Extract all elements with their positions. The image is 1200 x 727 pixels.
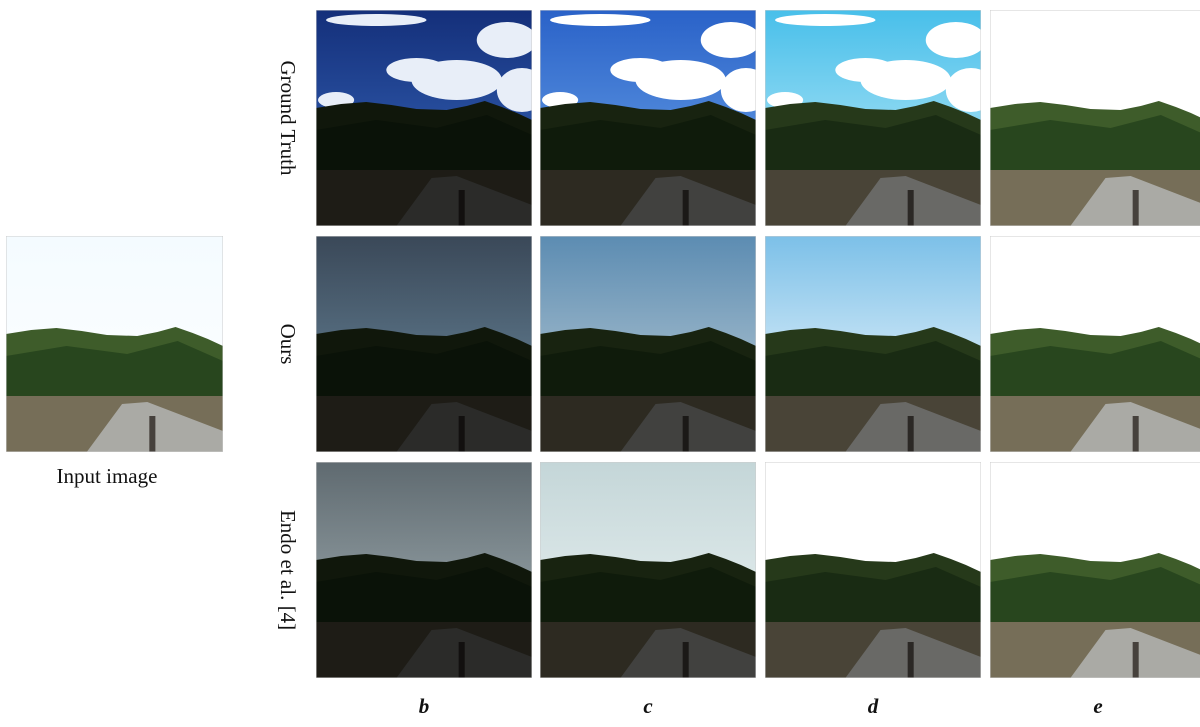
photo-content [316,236,532,452]
cairn [908,416,914,452]
photo [316,10,547,226]
column-label: e [1093,694,1102,718]
photo [540,462,756,678]
cairn [908,190,914,226]
column-label: c [643,694,653,718]
photo-content [765,236,981,452]
cairn [459,642,465,678]
cairn [908,642,914,678]
column-label: d [868,694,879,718]
figure: Input image Ground Truth Ours Endo et al. … [0,0,1200,722]
photo [990,10,1200,226]
cloud [721,68,771,112]
photo [990,462,1200,678]
photo [765,10,996,226]
photo-content [540,236,756,452]
cairn [459,416,465,452]
cairn [459,190,465,226]
cloud [775,14,875,26]
cairn [683,416,689,452]
photo [540,236,756,452]
photo [316,462,532,678]
photo-content [990,236,1200,452]
row-label: Ours [276,324,300,365]
photo-content [6,236,223,452]
photo-content [316,10,547,226]
photo-content [540,462,756,678]
cairn [1133,190,1139,226]
photo [990,236,1200,452]
cairn [683,190,689,226]
photo [765,236,981,452]
cloud [701,22,761,58]
cloud [497,68,547,112]
photo [316,236,532,452]
input-caption: Input image [57,464,158,488]
row-label: Ground Truth [276,61,300,176]
cloud [835,58,895,82]
photo [540,10,771,226]
photo-content [990,462,1200,678]
cairn [1133,642,1139,678]
photo-content [765,10,996,226]
cloud [610,58,670,82]
photo [6,236,223,452]
cairn [149,416,155,452]
photo [765,462,981,678]
photo-content [765,462,981,678]
column-label: b [419,694,430,718]
cloud [550,14,650,26]
photo-content [990,10,1200,226]
cloud [946,68,996,112]
row-label: Endo et al. [4] [276,510,300,630]
cloud [477,22,537,58]
cairn [1133,416,1139,452]
photo-content [316,462,532,678]
cloud [926,22,986,58]
cairn [683,642,689,678]
cloud [326,14,426,26]
cloud [386,58,446,82]
photo-content [540,10,771,226]
